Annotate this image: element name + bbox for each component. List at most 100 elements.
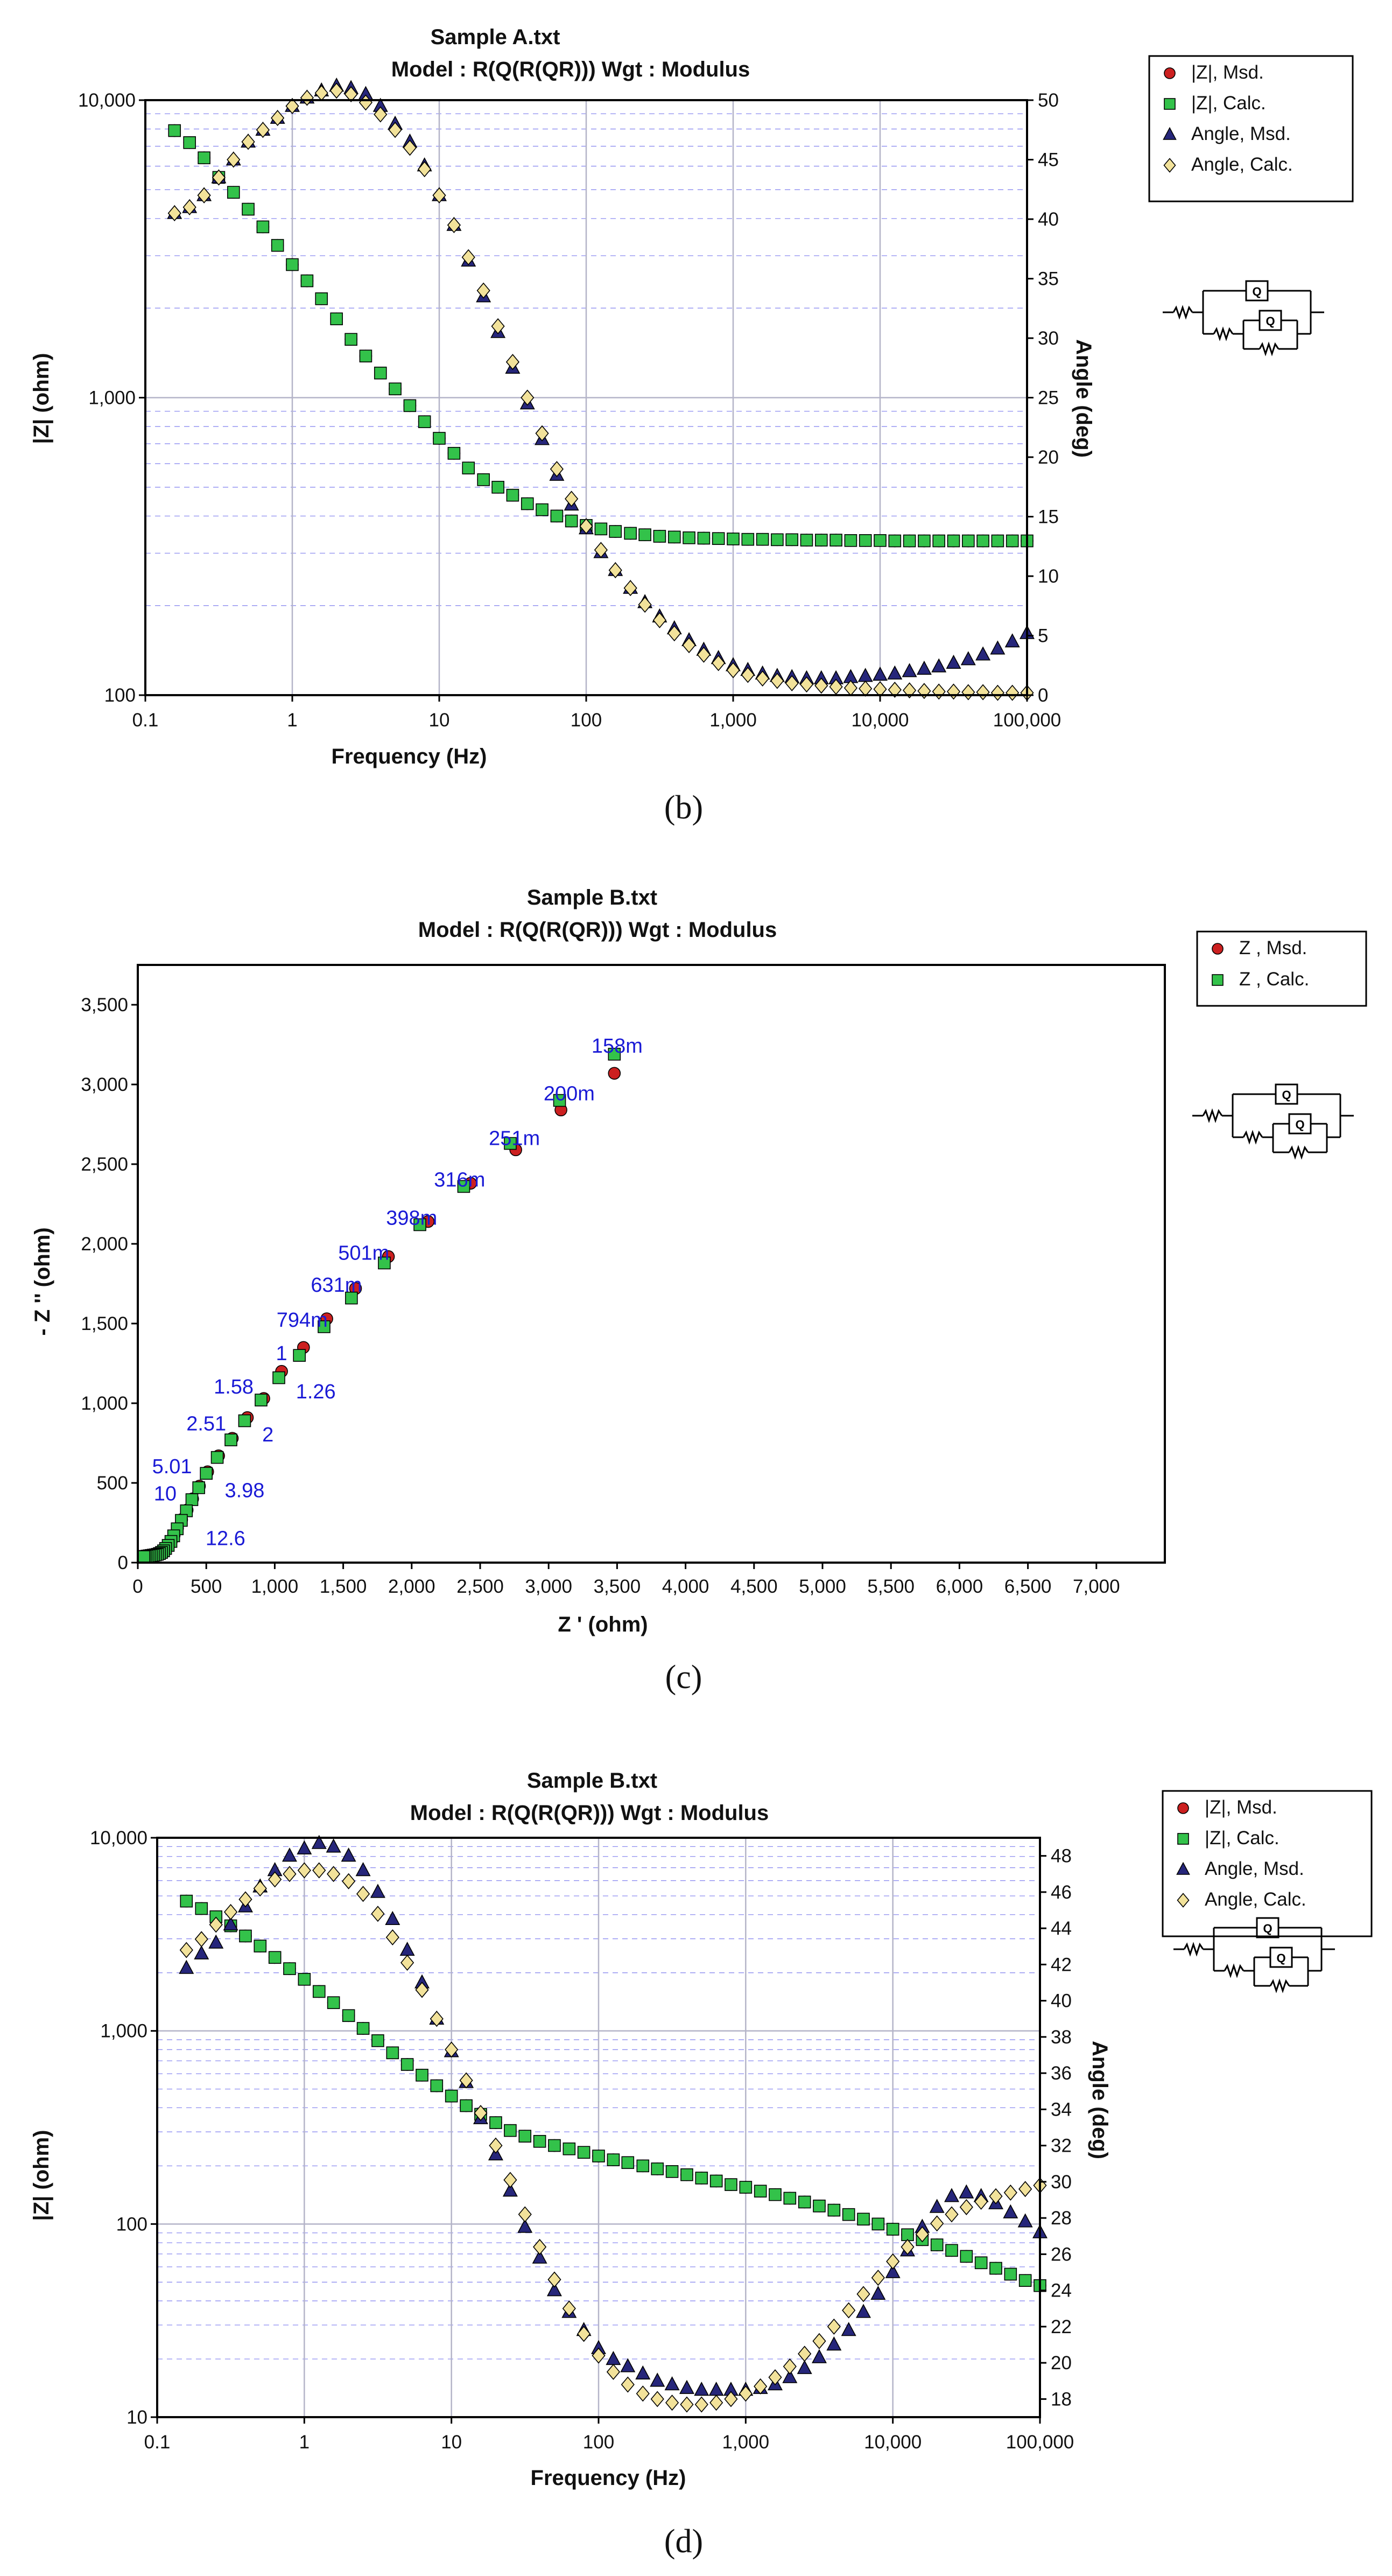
data-point: [505, 354, 520, 370]
data-point: [238, 1891, 252, 1908]
data-point: [652, 612, 667, 628]
data-point: [785, 675, 799, 691]
data-point: [827, 2318, 841, 2335]
data-point: [255, 1394, 268, 1406]
data-point: [974, 2193, 988, 2210]
data-point: [812, 2349, 827, 2363]
data-point: [945, 2206, 959, 2223]
data-point: [491, 481, 504, 494]
legend-entry: Z , Msd.: [1239, 937, 1307, 958]
data-point: [725, 2178, 737, 2191]
data-point: [813, 2200, 826, 2213]
data-point: [797, 2360, 812, 2374]
x-tick-label: 10: [429, 710, 450, 731]
y2-tick-label: 10: [1038, 566, 1059, 587]
data-point: [665, 2165, 679, 2178]
data-point: [990, 640, 1006, 655]
panel-d-title: Sample B.txt: [527, 1769, 657, 1793]
frequency-label: 398m: [386, 1207, 437, 1229]
data-point: [870, 2285, 886, 2300]
data-point: [621, 2156, 635, 2169]
data-point: [192, 1481, 206, 1494]
data-point: [975, 646, 991, 661]
data-point: [709, 2174, 723, 2188]
data-point: [326, 1838, 341, 1853]
data-point: [959, 2199, 973, 2215]
data-point: [944, 2188, 959, 2202]
data-point: [929, 2199, 945, 2213]
x-tick-label: 7,000: [1073, 1576, 1120, 1597]
panel-b-x-axis-label: Frequency (Hz): [332, 745, 487, 768]
data-point: [739, 2385, 753, 2402]
data-point: [194, 1945, 209, 1959]
legend-entry: Angle, Msd.: [1205, 1858, 1304, 1879]
series-square: [137, 1047, 621, 1563]
frequency-label: 12.6: [206, 1527, 245, 1550]
data-point: [683, 531, 695, 544]
data-point: [856, 2286, 870, 2302]
data-point: [888, 682, 902, 698]
data-point: [341, 1847, 356, 1862]
resistor-icon: [1202, 1108, 1223, 1123]
data-point: [179, 1959, 194, 1974]
panel-c-y-axis-label: - Z '' (ohm): [31, 1227, 54, 1335]
data-point: [208, 1934, 224, 1949]
data-point: [314, 85, 328, 101]
panel-c-legend: Z , Msd. Z , Calc.: [1196, 930, 1367, 1007]
x-tick-label: 2,000: [388, 1576, 435, 1597]
x-tick-label: 0: [132, 1576, 143, 1597]
y-tick-label: 2,000: [81, 1234, 128, 1255]
panel-c-caption: (c): [665, 1659, 702, 1696]
panel-d-x-axis-label: Frequency (Hz): [531, 2466, 686, 2490]
y2-tick-label: 35: [1038, 269, 1059, 290]
x-tick-label: 100,000: [1006, 2432, 1074, 2453]
data-point: [374, 366, 387, 380]
data-point: [653, 530, 666, 543]
x-tick-label: 1,000: [251, 1576, 299, 1597]
data-point: [461, 249, 475, 265]
data-point: [694, 2382, 709, 2396]
frequency-label: 3.98: [224, 1480, 264, 1502]
data-point: [168, 124, 181, 137]
panel-d-chart: Sample B.txt Model : R(Q(R(QR))) Wgt : M…: [30, 1769, 1373, 2560]
legend-marker-circle: [1212, 943, 1224, 955]
x-tick-label: 0.1: [144, 2432, 171, 2453]
data-point: [553, 1094, 566, 1107]
data-point: [502, 2182, 518, 2197]
data-point: [272, 1371, 285, 1384]
data-point: [695, 2172, 708, 2185]
data-point: [297, 1840, 312, 1854]
y2-tick-label: 40: [1051, 1991, 1072, 2012]
panel-b-y-axis-label: |Z| (ohm): [30, 353, 53, 444]
data-point: [608, 1067, 621, 1080]
data-point: [638, 597, 652, 613]
x-tick-label: 100: [583, 2432, 614, 2453]
data-point: [413, 1218, 426, 1231]
x-tick-label: 1,000: [709, 710, 757, 731]
cpe-element-icon: [1256, 1917, 1279, 1938]
data-point: [709, 2395, 723, 2411]
data-point: [726, 662, 740, 678]
frequency-label: 1.26: [296, 1381, 336, 1403]
data-point: [329, 82, 343, 99]
data-point: [194, 1931, 208, 1948]
data-point: [389, 382, 402, 396]
data-point: [378, 1256, 391, 1270]
frequency-label: 794m: [277, 1309, 328, 1332]
data-point: [137, 1550, 150, 1563]
data-point: [754, 2378, 768, 2395]
data-point: [400, 1955, 414, 1971]
data-point: [1018, 2181, 1032, 2197]
legend-marker-square: [1177, 1833, 1189, 1845]
x-tick-label: 1,000: [722, 2432, 770, 2453]
data-point: [476, 282, 490, 299]
cpe-element-icon: [1275, 1083, 1298, 1105]
data-point: [268, 1871, 282, 1888]
data-point: [624, 527, 637, 540]
data-point: [550, 461, 564, 478]
data-point: [562, 2300, 576, 2317]
data-point: [242, 202, 255, 216]
x-tick-label: 100: [571, 710, 602, 731]
data-point: [679, 2379, 694, 2394]
legend-marker-square: [1164, 98, 1176, 110]
